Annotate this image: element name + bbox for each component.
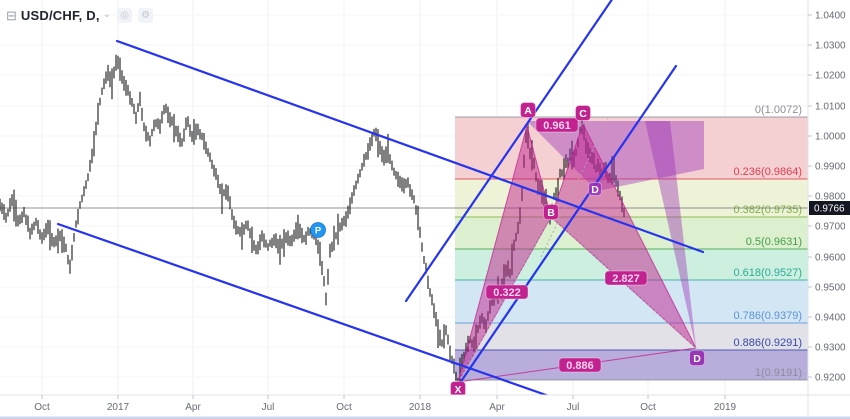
- price-axis-label: 0.9800: [815, 192, 846, 203]
- pattern-xb-dashed-line: [457, 216, 552, 383]
- fib-level-label: 0.618(0.9527): [734, 267, 803, 279]
- trendline-channel-bottom[interactable]: [56, 222, 568, 404]
- price-axis-label: 0.9300: [815, 343, 846, 354]
- chevron-down-icon[interactable]: ⌄: [102, 8, 112, 20]
- trendline-ascending-from-x[interactable]: [445, 64, 678, 404]
- fib-band: [455, 350, 808, 380]
- price-axis-label: 1.0000: [815, 132, 846, 143]
- price-axis-label: 1.0300: [815, 41, 846, 52]
- time-axis-label: Jul: [262, 402, 275, 413]
- symbol-title[interactable]: USD/CHF, D,: [20, 8, 100, 23]
- pattern2-point-d-label-text: D: [591, 184, 599, 196]
- price-axis-label: 0.9900: [815, 162, 846, 173]
- trendline-ascending-steep[interactable]: [404, 0, 613, 303]
- price-axis-label: 0.9400: [815, 313, 846, 324]
- pattern2-wedge[interactable]: [645, 121, 696, 348]
- fib-level-label: 0.786(0.9379): [734, 310, 803, 322]
- fib-level-label: 0.236(0.9864): [734, 166, 803, 178]
- published-idea-marker[interactable]: [310, 222, 326, 238]
- pattern-ratio-0_322-text: 0.322: [493, 287, 521, 299]
- time-axis-label: Oct: [34, 402, 50, 413]
- pattern-point-c-label[interactable]: [575, 105, 591, 121]
- time-axis-label: Oct: [640, 402, 656, 413]
- time-axis-label: Jul: [567, 402, 580, 413]
- time-axis-label: Oct: [336, 402, 352, 413]
- pattern-point-b-label[interactable]: [543, 204, 559, 220]
- pattern-point-c-label-text: C: [579, 108, 587, 120]
- current-price-tag-text: 0.9766: [814, 204, 845, 215]
- gear-icon[interactable]: ⚙: [138, 8, 154, 23]
- pattern-ratio-0_886[interactable]: [558, 357, 602, 373]
- fib-level-label: 0.5(0.9631): [746, 236, 802, 248]
- collapse-series-icon[interactable]: ⊟: [6, 8, 17, 23]
- pattern-ratio-2_827[interactable]: [604, 270, 648, 286]
- fib-level-label: 0.382(0.9735): [734, 204, 803, 216]
- pattern-bd-dashed-line: [550, 216, 697, 349]
- price-axis-label: 0.9600: [815, 253, 846, 264]
- pattern-point-d-label-text: D: [693, 353, 701, 365]
- pattern-ratio-0_322[interactable]: [485, 284, 529, 300]
- circle-marker-icon[interactable]: ◎: [117, 8, 133, 23]
- published-idea-marker-label: P: [315, 226, 322, 237]
- pattern-point-d-label[interactable]: [689, 350, 705, 366]
- time-axis-area[interactable]: [0, 395, 850, 419]
- pattern-point-a-label[interactable]: [520, 102, 536, 118]
- fib-level-label: 1(0.9191): [755, 367, 802, 379]
- pattern-ratio-0_886-text: 0.886: [566, 360, 594, 372]
- trendline-channel-top[interactable]: [115, 39, 705, 254]
- price-axis-label: 1.0400: [815, 11, 846, 22]
- time-axis-label: Apr: [489, 402, 505, 413]
- pattern-ratio-2_827-text: 2.827: [612, 273, 640, 285]
- time-axis-label: 2019: [714, 402, 737, 413]
- current-price-tag: [809, 201, 850, 215]
- pattern2-dashed-line: [540, 117, 609, 258]
- chart-legend: ⊟ USD/CHF, D, ⌄ ◎ ⚙: [6, 8, 154, 23]
- bottom-border-strip: [0, 416, 850, 419]
- fib-level-label: 0(1.0072): [755, 104, 802, 116]
- fib-level-label: 0.886(0.9291): [734, 337, 803, 349]
- pattern-point-x-label-text: X: [454, 384, 461, 396]
- price-axis-label: 1.0200: [815, 71, 846, 82]
- fib-band: [455, 323, 808, 350]
- price-axis-label: 0.9700: [815, 222, 846, 233]
- pattern2-point-d-label[interactable]: [588, 182, 602, 196]
- pattern-ratio-0_961-text: 0.961: [543, 120, 571, 132]
- pattern-point-a-label-text: A: [524, 105, 532, 117]
- time-axis-label: 2018: [409, 402, 432, 413]
- price-axis-label: 0.9200: [815, 373, 846, 384]
- price-axis-label: 0.9500: [815, 283, 846, 294]
- price-axis-label: 1.0100: [815, 102, 846, 113]
- time-axis-label: 2017: [107, 402, 130, 413]
- pattern-ratio-0_961[interactable]: [535, 117, 579, 133]
- time-axis-label: Apr: [185, 402, 201, 413]
- pattern-point-b-label-text: B: [547, 207, 555, 219]
- fib-band: [455, 117, 808, 179]
